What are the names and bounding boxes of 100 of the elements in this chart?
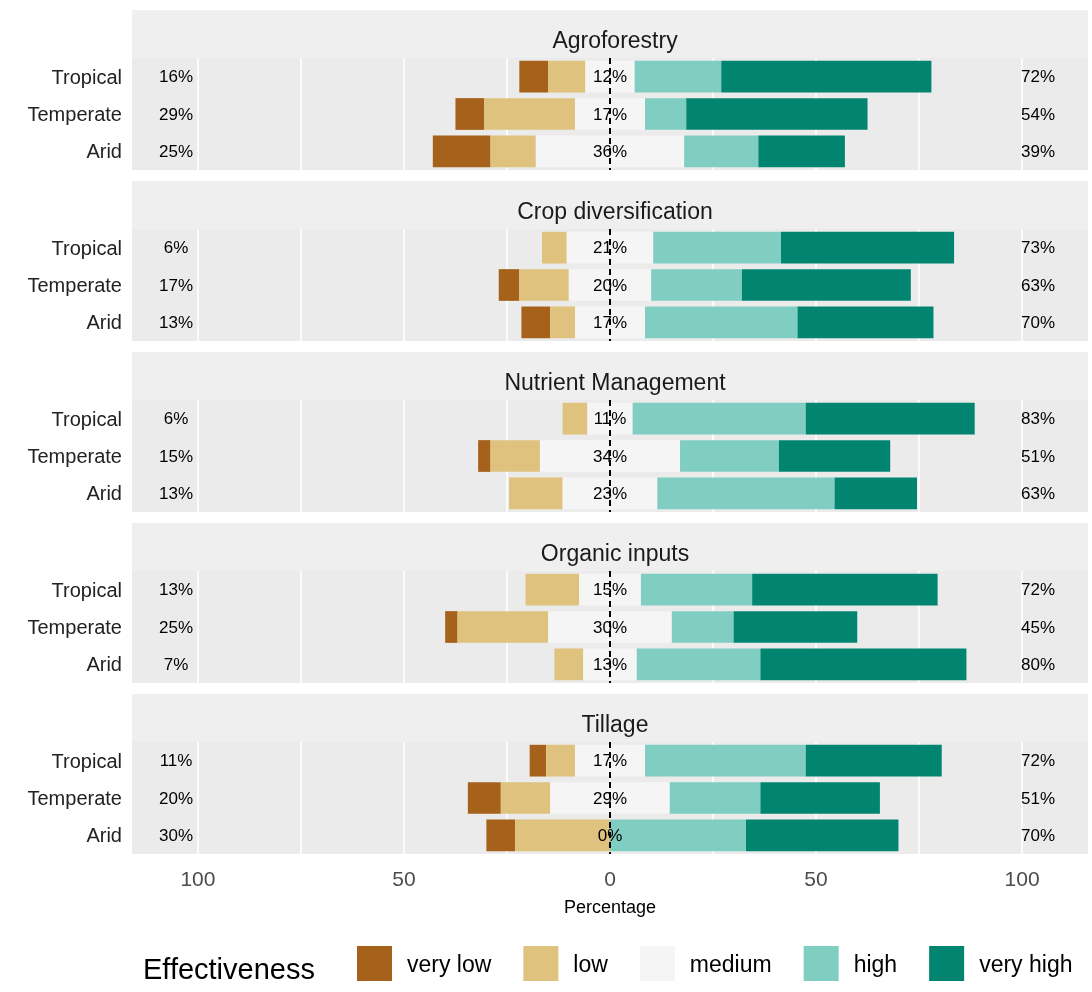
bar — [445, 611, 458, 643]
annotation: 21% — [592, 238, 628, 258]
bar — [478, 440, 491, 472]
annotation: 15% — [158, 446, 194, 466]
annotation: 20% — [158, 788, 194, 808]
bar — [509, 477, 563, 510]
bar — [490, 135, 536, 168]
annotation: 17% — [158, 275, 194, 295]
annotation: 54% — [1020, 104, 1056, 124]
bar — [498, 269, 520, 301]
bar — [542, 231, 567, 264]
legend-label: high — [853, 950, 898, 977]
annotation: 6% — [163, 238, 189, 258]
bar — [550, 782, 670, 814]
y-tick-label: Tropical — [51, 236, 122, 259]
y-tick-label: Temperate — [27, 787, 122, 809]
annotation: 39% — [1020, 141, 1056, 161]
bar — [486, 819, 516, 852]
y-tick-label: Arid — [86, 482, 122, 505]
annotation: 0% — [597, 825, 623, 845]
chart-title: Organic inputs — [540, 539, 690, 566]
annotation: 30% — [158, 825, 194, 845]
y-tick-label: Temperate — [27, 616, 122, 638]
bar — [805, 402, 975, 435]
legend-label: very high — [979, 950, 1073, 977]
y-tick-label: Tropical — [51, 65, 122, 88]
annotation: 73% — [1020, 238, 1056, 258]
x-tick-label: 100 — [180, 867, 216, 890]
annotation: 29% — [158, 104, 194, 124]
annotation: 72% — [1020, 67, 1056, 87]
annotation: 72% — [1020, 751, 1056, 771]
y-tick-label: Temperate — [27, 103, 122, 125]
bar — [645, 98, 687, 130]
y-tick-label: Tropical — [51, 578, 122, 601]
annotation: 36% — [592, 141, 628, 161]
annotation: 7% — [163, 654, 189, 674]
bar — [457, 611, 549, 643]
legend-title: Effectiveness — [143, 952, 315, 985]
x-tick-label: 0 — [604, 867, 616, 890]
bar — [752, 573, 938, 606]
bar — [519, 60, 549, 93]
y-tick-label: Arid — [86, 824, 122, 847]
bar — [805, 744, 942, 777]
annotation: 11% — [159, 751, 193, 771]
annotation: 13% — [158, 312, 194, 332]
x-tick-label: 50 — [804, 867, 828, 890]
annotation: 83% — [1020, 409, 1056, 429]
bar — [432, 135, 491, 168]
annotation: 70% — [1020, 825, 1056, 845]
bar — [574, 98, 646, 130]
annotation: 51% — [1020, 788, 1056, 808]
chart-title: Crop diversification — [517, 197, 713, 224]
y-tick-label: Temperate — [27, 274, 122, 296]
annotation: 11% — [593, 409, 627, 429]
chart-title: Agroforestry — [552, 26, 679, 53]
bar — [669, 782, 761, 814]
chart-title: Tillage — [581, 710, 649, 737]
bar — [686, 98, 868, 130]
bar — [568, 269, 652, 301]
x-tick-label: 100 — [1004, 867, 1040, 890]
annotation: 25% — [158, 617, 194, 637]
y-tick-label: Tropical — [51, 407, 122, 430]
annotation: 70% — [1020, 312, 1056, 332]
chart-title: Nutrient Management — [504, 368, 727, 395]
annotation: 63% — [1020, 275, 1056, 295]
x-axis-title: Percentage — [563, 897, 657, 917]
annotation: 13% — [158, 483, 194, 503]
annotation: 16% — [158, 67, 194, 87]
annotation: 13% — [158, 580, 194, 600]
bar — [721, 60, 932, 93]
bar — [684, 135, 759, 168]
bar — [484, 98, 575, 130]
bar — [733, 611, 858, 643]
bar — [500, 782, 551, 814]
y-tick-label: Arid — [86, 140, 122, 163]
bar — [680, 440, 779, 472]
bar — [760, 782, 880, 814]
annotation: 72% — [1020, 580, 1056, 600]
bar — [519, 269, 569, 301]
bar — [651, 269, 742, 301]
bar — [467, 782, 501, 814]
bar — [548, 611, 672, 643]
annotation: 51% — [1020, 446, 1056, 466]
x-tick-label: 50 — [392, 867, 416, 890]
annotation: 45% — [1020, 617, 1056, 637]
bar — [455, 98, 485, 130]
bar — [760, 648, 967, 681]
bar — [539, 440, 681, 472]
annotation: 25% — [158, 141, 194, 161]
bar — [521, 306, 551, 339]
bar — [758, 135, 845, 168]
y-tick-label: Tropical — [51, 749, 122, 772]
legend-label: very low — [407, 950, 492, 977]
bar — [741, 269, 911, 301]
annotation: 6% — [163, 409, 189, 429]
bar — [636, 648, 761, 681]
y-tick-label: Arid — [86, 311, 122, 334]
bar — [834, 477, 917, 510]
bar — [645, 306, 798, 339]
bar — [550, 306, 575, 339]
